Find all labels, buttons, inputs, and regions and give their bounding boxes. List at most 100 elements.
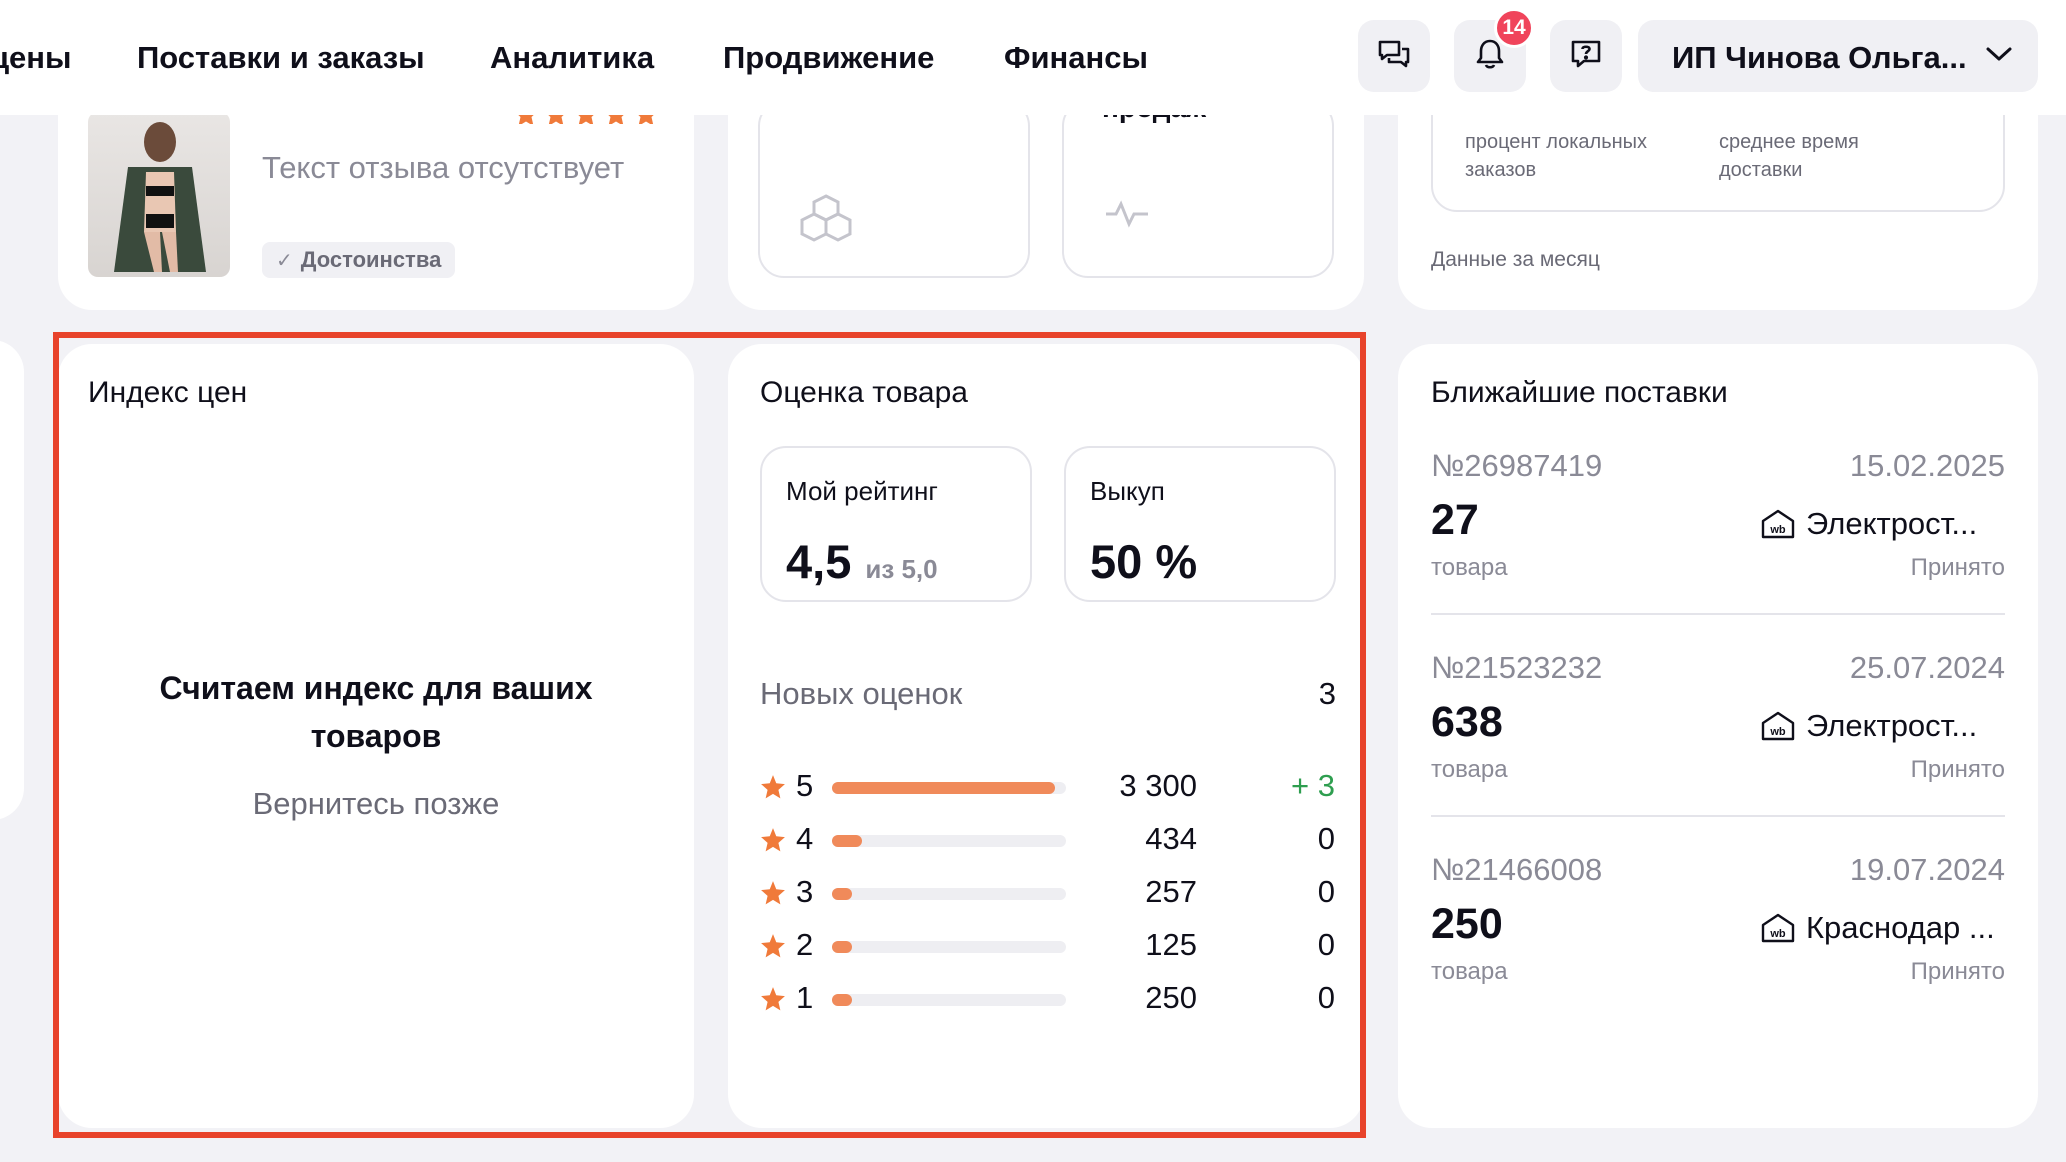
help-chat-icon bbox=[1570, 38, 1602, 75]
rating-new-count: 0 bbox=[1317, 927, 1335, 962]
metric-tile-sales[interactable]: продаж bbox=[1062, 100, 1334, 278]
my-rating-value: 4,5 bbox=[786, 535, 852, 588]
rating-bar bbox=[832, 835, 1066, 847]
deliveries-card: Ближайшие поставки bbox=[1398, 344, 2038, 1128]
delivery-status: Принято bbox=[1910, 554, 2005, 581]
rating-row: 4 434 0 bbox=[760, 821, 1335, 861]
rating-row: 2 125 0 bbox=[760, 927, 1335, 967]
highlight-frame bbox=[53, 332, 1366, 1138]
rating-count: 125 bbox=[1145, 927, 1197, 962]
buyout-value: 50 % bbox=[1090, 535, 1198, 588]
left-edge-card bbox=[0, 340, 24, 820]
price-index-title: Индекс цен bbox=[88, 376, 248, 409]
chevron-down-icon bbox=[1984, 44, 2014, 69]
delivery-warehouse: wb Краснодар ... bbox=[1760, 910, 2005, 950]
new-ratings-count: 3 bbox=[1318, 676, 1336, 711]
svg-text:wb: wb bbox=[1769, 928, 1786, 940]
my-rating-max: из 5,0 bbox=[865, 554, 938, 584]
star-icon bbox=[760, 986, 786, 1017]
period-note: Данные за месяц bbox=[1431, 248, 1600, 271]
divider bbox=[1431, 815, 2005, 817]
bell-icon bbox=[1475, 38, 1505, 75]
delivery-number: №26987419 bbox=[1431, 448, 1603, 483]
rating-new-count: 0 bbox=[1317, 874, 1335, 909]
rating-row: 3 257 0 bbox=[760, 874, 1335, 914]
rating-stars-value: 3 bbox=[796, 874, 814, 909]
local-orders-label: процент локальных заказов bbox=[1465, 131, 1648, 181]
rating-count: 257 bbox=[1145, 874, 1197, 909]
avg-time-label: среднее время доставки bbox=[1719, 131, 1859, 181]
buyout-label: Выкуп bbox=[1090, 476, 1165, 506]
rating-new-count: + 3 bbox=[1291, 768, 1335, 803]
delivery-status: Принято bbox=[1910, 958, 2005, 985]
rating-stars-value: 2 bbox=[796, 927, 814, 962]
warehouse-name: Электрост... bbox=[1806, 506, 1978, 541]
delivery-status: Принято bbox=[1910, 756, 2005, 783]
rating-count: 250 bbox=[1145, 980, 1197, 1015]
rating-row: 1 250 0 bbox=[760, 980, 1335, 1020]
deliveries-title: Ближайшие поставки bbox=[1431, 376, 1728, 409]
account-selector[interactable]: ИП Чинова Ольга... bbox=[1638, 20, 2038, 92]
nav-item-supplies[interactable]: Поставки и заказы bbox=[137, 40, 425, 75]
delivery-unit: товара bbox=[1431, 756, 1508, 783]
rating-bar-fill bbox=[832, 888, 852, 900]
delivery-warehouse: wb Электрост... bbox=[1760, 506, 2005, 546]
nav-item-analytics[interactable]: Аналитика bbox=[490, 40, 655, 75]
nav-item-finance[interactable]: Финансы bbox=[1004, 40, 1148, 75]
review-tag-label: Достоинства bbox=[300, 247, 442, 272]
star-icon bbox=[760, 827, 786, 858]
metric-tile-products[interactable] bbox=[758, 100, 1030, 278]
warehouse-icon: wb bbox=[1760, 912, 1796, 950]
delivery-unit: товара bbox=[1431, 958, 1508, 985]
my-rating-label: Мой рейтинг bbox=[786, 476, 938, 506]
warehouse-name: Электрост... bbox=[1806, 708, 1978, 743]
boxes-icon bbox=[800, 192, 852, 247]
rating-bar-fill bbox=[832, 782, 1055, 794]
rating-stars-value: 5 bbox=[796, 768, 814, 803]
delivery-date: 25.07.2024 bbox=[1849, 650, 2005, 685]
product-thumbnail[interactable] bbox=[88, 112, 230, 277]
price-index-message: Считаем индекс для ваших товаров bbox=[159, 670, 593, 754]
rating-bar-fill bbox=[832, 941, 852, 953]
price-index-card: Индекс цен Считаем индекс для ваших това… bbox=[58, 344, 694, 1128]
rating-bar bbox=[832, 888, 1066, 900]
delivery-qty: 27 bbox=[1431, 496, 1479, 544]
review-text: Текст отзыва отсутствует bbox=[262, 150, 625, 185]
check-icon: ✓ bbox=[276, 249, 293, 272]
nav-item-promotion[interactable]: Продвижение bbox=[723, 40, 935, 75]
delivery-qty: 638 bbox=[1431, 698, 1503, 746]
rating-bar-fill bbox=[832, 835, 862, 847]
warehouse-name: Краснодар ... bbox=[1806, 910, 1995, 945]
buyout-tile[interactable]: Выкуп 50 % bbox=[1064, 446, 1336, 602]
notifications-badge: 14 bbox=[1494, 8, 1534, 48]
pulse-icon bbox=[1104, 198, 1150, 233]
rating-bar bbox=[832, 782, 1066, 794]
delivery-unit: товара bbox=[1431, 554, 1508, 581]
my-rating-value-wrap: 4,5 из 5,0 bbox=[786, 534, 938, 589]
rating-bar bbox=[832, 941, 1066, 953]
support-button[interactable] bbox=[1550, 20, 1622, 92]
product-rating-title: Оценка товара bbox=[760, 376, 968, 409]
my-rating-tile[interactable]: Мой рейтинг 4,5 из 5,0 bbox=[760, 446, 1032, 602]
delivery-date: 15.02.2025 bbox=[1849, 448, 2005, 483]
divider bbox=[1431, 613, 2005, 615]
warehouse-icon: wb bbox=[1760, 508, 1796, 546]
new-ratings-label: Новых оценок bbox=[760, 676, 963, 711]
review-tag: ✓ Достоинства bbox=[262, 242, 456, 278]
delivery-date: 19.07.2024 bbox=[1849, 852, 2005, 887]
rating-row: 5 3 300 + 3 bbox=[760, 768, 1335, 808]
star-icon bbox=[760, 774, 786, 805]
chat-icon bbox=[1377, 39, 1411, 74]
account-name: ИП Чинова Ольга... bbox=[1672, 40, 1967, 75]
rating-bar bbox=[832, 994, 1066, 1006]
star-icon bbox=[760, 933, 786, 964]
rating-count: 434 bbox=[1145, 821, 1197, 856]
delivery-number: №21523232 bbox=[1431, 650, 1603, 685]
rating-bar-fill bbox=[832, 994, 852, 1006]
rating-stars-value: 4 bbox=[796, 821, 814, 856]
chat-button[interactable] bbox=[1358, 20, 1430, 92]
rating-new-count: 0 bbox=[1317, 980, 1335, 1015]
rating-stars-value: 1 bbox=[796, 980, 814, 1015]
